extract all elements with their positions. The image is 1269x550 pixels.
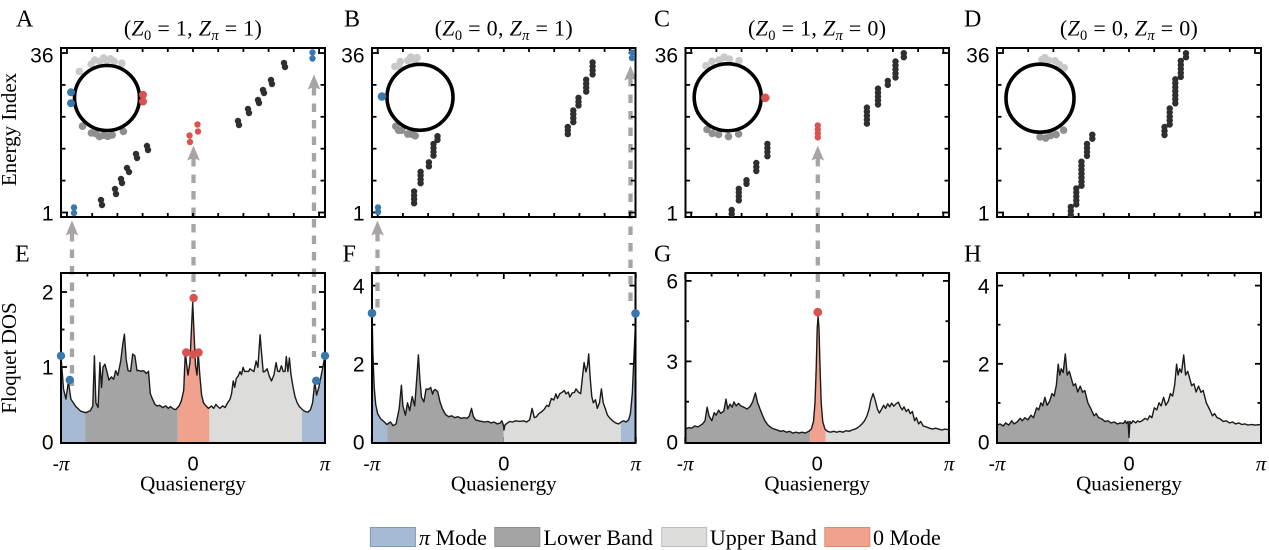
svg-text:1: 1 (978, 202, 990, 225)
svg-text:π: π (631, 452, 642, 476)
svg-text:Upper Band: Upper Band (710, 525, 817, 550)
svg-text:H: H (964, 242, 981, 268)
svg-text:π: π (320, 452, 331, 476)
svg-text:π Mode: π Mode (419, 525, 487, 550)
svg-text:36: 36 (30, 44, 53, 67)
svg-text:Lower Band: Lower Band (544, 525, 653, 550)
svg-text:0: 0 (978, 432, 990, 455)
svg-text:-π: -π (53, 452, 70, 476)
svg-text:1: 1 (42, 202, 54, 225)
svg-text:1: 1 (353, 202, 365, 225)
svg-text:D: D (964, 7, 981, 33)
svg-text:4: 4 (353, 275, 365, 298)
svg-text:0: 0 (42, 432, 54, 455)
svg-text:1: 1 (42, 357, 54, 380)
svg-text:0: 0 (353, 432, 365, 455)
svg-text:1: 1 (666, 202, 678, 225)
svg-text:-π: -π (677, 452, 694, 476)
svg-text:2: 2 (978, 354, 990, 377)
svg-text:G: G (654, 242, 671, 268)
svg-text:E: E (15, 242, 30, 268)
svg-text:-π: -π (363, 452, 380, 476)
svg-text:0: 0 (812, 454, 823, 476)
svg-text:(Z0 = 1, Zπ = 1): (Z0 = 1, Zπ = 1) (124, 16, 262, 45)
svg-text:π: π (944, 452, 955, 476)
svg-text:0 Mode: 0 Mode (873, 525, 941, 550)
svg-text:Energy Index: Energy Index (0, 72, 21, 186)
svg-text:A: A (16, 7, 34, 33)
svg-text:4: 4 (978, 275, 990, 298)
svg-text:C: C (654, 7, 670, 33)
svg-text:(Z0 = 0, Zπ = 1): (Z0 = 0, Zπ = 1) (435, 16, 573, 45)
svg-text:Quasienergy: Quasienergy (140, 472, 246, 496)
svg-text:(Z0 = 0, Zπ = 0): (Z0 = 0, Zπ = 0) (1060, 16, 1198, 45)
svg-text:6: 6 (666, 271, 678, 294)
svg-text:Quasienergy: Quasienergy (451, 472, 557, 496)
svg-text:(Z0 = 1, Zπ = 0): (Z0 = 1, Zπ = 0) (748, 16, 886, 45)
svg-text:Floquet DOS: Floquet DOS (0, 302, 21, 413)
svg-text:36: 36 (341, 44, 364, 67)
svg-text:36: 36 (655, 44, 678, 67)
svg-text:0: 0 (1123, 454, 1134, 476)
svg-text:2: 2 (42, 282, 54, 305)
svg-text:π: π (1256, 452, 1267, 476)
svg-text:3: 3 (666, 351, 678, 374)
svg-text:0: 0 (666, 432, 678, 455)
svg-text:0: 0 (498, 454, 509, 476)
svg-text:F: F (343, 242, 356, 268)
svg-text:0: 0 (187, 454, 198, 476)
svg-text:2: 2 (353, 354, 365, 377)
svg-text:36: 36 (966, 44, 989, 67)
svg-text:Quasienergy: Quasienergy (1076, 472, 1182, 496)
svg-text:-π: -π (989, 452, 1006, 476)
svg-text:Quasienergy: Quasienergy (764, 472, 870, 496)
svg-text:B: B (344, 7, 360, 33)
